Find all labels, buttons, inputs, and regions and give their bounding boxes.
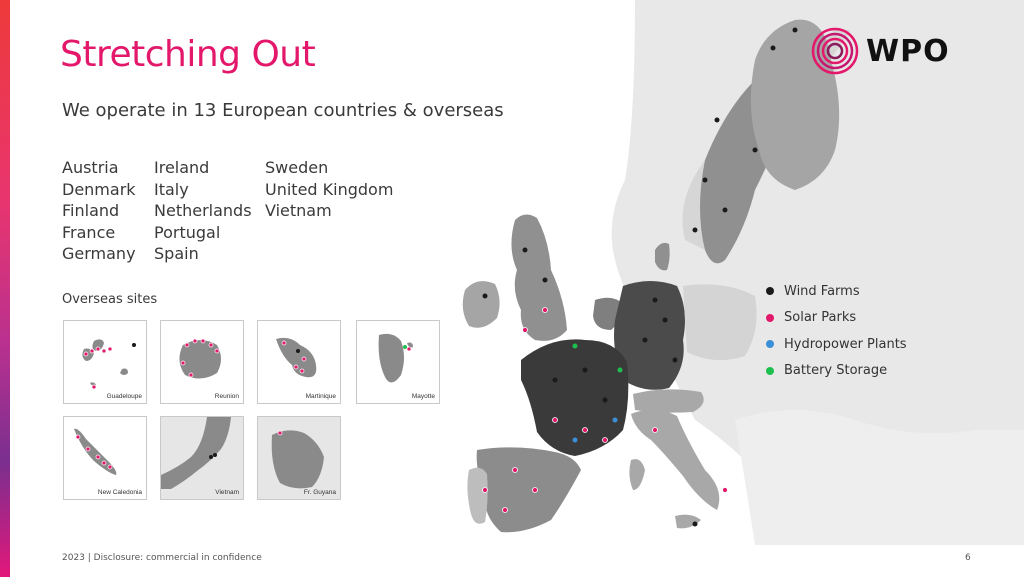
site-label: New Caledonia (97, 489, 142, 496)
country-list: Austria Denmark Finland France Germany I… (62, 157, 405, 265)
legend-label: Hydropower Plants (784, 336, 907, 352)
site-mayotte: Mayotte (356, 320, 440, 404)
country-item: Sweden (265, 158, 329, 177)
site-fr-guyana: Fr. Guyana (257, 416, 341, 500)
page-title: Stretching Out (60, 34, 316, 75)
europe-map (462, 0, 1024, 545)
country-item: Germany (62, 244, 136, 263)
martinique-map-icon (276, 337, 317, 378)
battery-storage-dot-icon (766, 366, 774, 375)
legend-label: Solar Parks (784, 310, 857, 326)
solar-park-dot-icon (766, 313, 774, 322)
legend-label: Battery Storage (784, 363, 888, 379)
site-vietnam: Vietnam (160, 416, 244, 500)
wind-farm-dot-icon (766, 287, 774, 296)
site-label: Reunion (214, 393, 239, 400)
logo-text: WPO (866, 33, 950, 69)
solar-park-markers (482, 307, 728, 513)
country-item: United Kingdom (265, 179, 394, 199)
country-item: Vietnam (265, 201, 332, 220)
legend-item-wind: Wind Farms (766, 278, 907, 305)
site-new-caledonia: New Caledonia (63, 416, 147, 500)
site-label: Fr. Guyana (303, 489, 336, 496)
battery-storage-markers (572, 343, 623, 373)
reunion-map-icon (179, 338, 221, 379)
site-label: Vietnam (215, 489, 239, 496)
guadeloupe-map-icon (82, 339, 136, 390)
wind-farm-markers (482, 27, 798, 527)
map-legend: Wind Farms Solar Parks Hydropower Plants… (766, 278, 907, 384)
country-item: Portugal (154, 222, 221, 242)
footer-disclosure: 2023 | Disclosure: commercial in confide… (62, 553, 262, 563)
country-item: Ireland (154, 158, 210, 177)
site-label: Guadeloupe (106, 393, 142, 400)
concentric-rings-logo-icon (811, 27, 859, 75)
legend-item-hydro: Hydropower Plants (766, 331, 907, 358)
fr-guyana-map-icon (258, 417, 340, 499)
country-item: Finland (62, 201, 120, 220)
site-martinique: Martinique (257, 320, 341, 404)
site-guadeloupe: Guadeloupe (63, 320, 147, 404)
site-reunion: Reunion (160, 320, 244, 404)
accent-bar (0, 0, 10, 577)
page-subtitle: We operate in 13 European countries & ov… (62, 100, 504, 121)
page-number: 6 (965, 553, 971, 563)
country-item: Denmark (62, 179, 136, 199)
country-item: Spain (154, 244, 199, 263)
legend-item-battery: Battery Storage (766, 358, 907, 385)
country-item: Austria (62, 158, 119, 177)
mayotte-map-icon (378, 333, 413, 383)
overseas-sites-label: Overseas sites (62, 292, 158, 307)
country-item: Netherlands (154, 201, 252, 220)
country-item: Italy (154, 179, 189, 199)
site-label: Mayotte (411, 393, 435, 400)
vietnam-map-icon (161, 417, 243, 499)
country-column-3: Sweden United Kingdom Vietnam (265, 157, 405, 265)
legend-label: Wind Farms (784, 283, 860, 299)
company-logo: WPO (810, 26, 950, 76)
legend-item-solar: Solar Parks (766, 305, 907, 332)
hydropower-markers (572, 417, 618, 443)
country-item: France (62, 222, 116, 242)
site-label: Martinique (305, 393, 336, 400)
hydropower-dot-icon (766, 340, 774, 349)
new-caledonia-map-icon (74, 428, 117, 475)
country-column-2: Ireland Italy Netherlands Portugal Spain (154, 157, 265, 265)
country-column-1: Austria Denmark Finland France Germany (62, 157, 154, 265)
